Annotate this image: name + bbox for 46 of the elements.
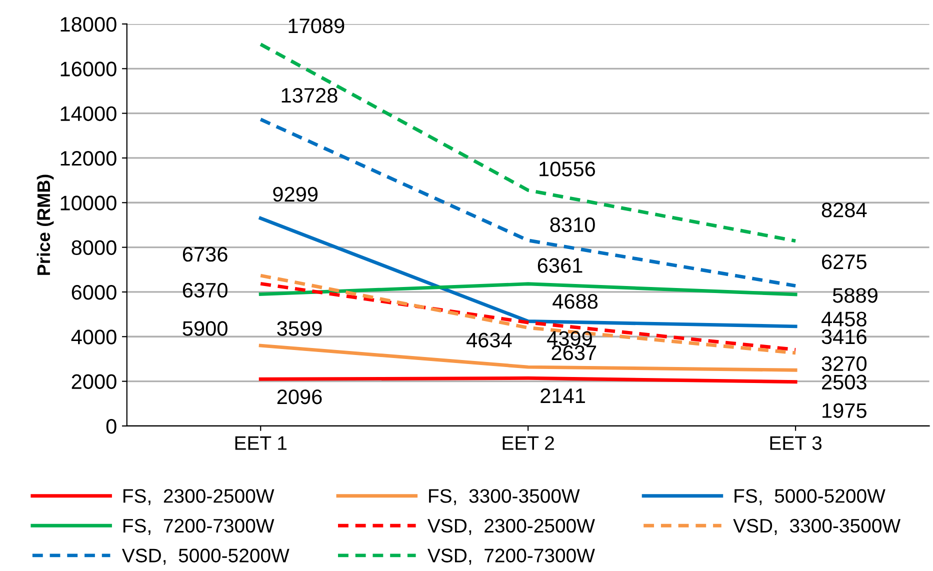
x-tick-label: EET 1 [235, 436, 287, 450]
data-label: 17089 [288, 18, 344, 34]
y-tick-label: 2000 [72, 374, 116, 390]
y-axis-title: Price (RMB) [36, 174, 54, 275]
legend-label: VSD, 2300-2500W [428, 518, 595, 535]
data-label: 4634 [466, 332, 512, 348]
data-label: 5900 [182, 321, 228, 336]
legend-label: VSD, 3300-3500W [733, 518, 900, 535]
x-tick-label: EET 3 [770, 436, 822, 450]
data-label: 6361 [538, 258, 582, 273]
y-tick-label: 14000 [60, 106, 116, 122]
y-tick-label: 0 [106, 418, 116, 434]
data-label: 6736 [182, 246, 228, 262]
data-label: 8284 [822, 202, 867, 218]
y-tick-label: 6000 [72, 284, 116, 300]
y-tick-label: 12000 [60, 150, 116, 166]
data-label: 2141 [540, 388, 585, 403]
data-label: 2637 [552, 345, 596, 360]
data-label: 4688 [552, 294, 598, 309]
data-label: 5889 [832, 288, 878, 303]
data-label: 6275 [822, 254, 866, 270]
data-label: 2503 [822, 374, 866, 390]
x-tick-label: EET 2 [502, 436, 554, 450]
y-tick-label: 10000 [60, 196, 116, 210]
data-label: 3599 [277, 321, 322, 336]
y-tick-label: 18000 [60, 16, 116, 32]
legend-label: FS, 3300-3500W [429, 489, 580, 506]
legend-label: FS, 7200-7300W [123, 518, 274, 535]
data-label: 13728 [282, 88, 338, 103]
legend-label: VSD, 5000-5200W [122, 548, 290, 565]
y-tick-label: 16000 [60, 62, 116, 76]
data-label: 3270 [822, 356, 867, 372]
data-label: 1975 [822, 403, 866, 418]
data-label: 6370 [182, 282, 228, 298]
data-label: 3416 [822, 329, 866, 344]
data-label: 4458 [821, 312, 866, 326]
y-tick-label: 4000 [71, 330, 116, 344]
data-label: 9299 [273, 186, 318, 202]
data-label: 10556 [540, 162, 596, 176]
legend-label: FS, 2300-2500W [123, 489, 274, 506]
y-tick-label: 8000 [72, 240, 116, 256]
legend-label: VSD, 7200-7300W [428, 548, 595, 565]
data-label: 4399 [547, 331, 592, 346]
legend-label: FS, 5000-5200W [734, 489, 886, 506]
data-label: 8310 [550, 217, 595, 232]
data-label: 2096 [277, 389, 322, 404]
